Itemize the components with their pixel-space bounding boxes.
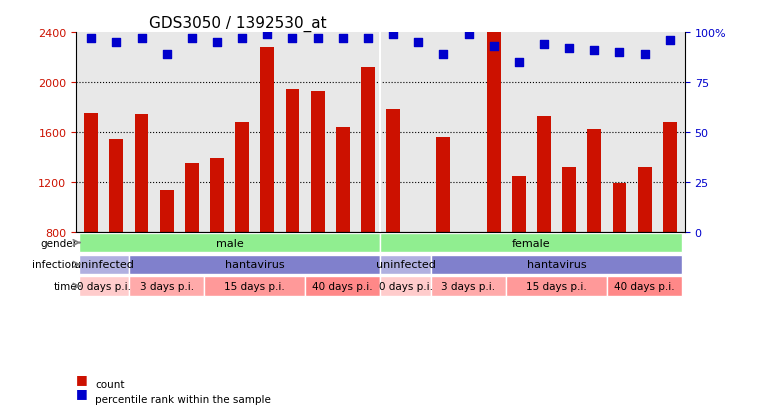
Bar — [78, 233, 380, 253]
Bar — [84, 114, 98, 232]
Bar — [185, 164, 199, 232]
Point — [412, 40, 425, 46]
Text: uninfected: uninfected — [376, 260, 435, 270]
Bar — [380, 277, 431, 296]
Bar — [562, 167, 576, 232]
Bar — [361, 68, 375, 232]
Point — [563, 46, 575, 52]
Point — [186, 36, 198, 42]
Point — [387, 32, 400, 38]
Point — [211, 40, 223, 46]
Text: 0 days p.i.: 0 days p.i. — [379, 282, 433, 292]
Bar — [663, 123, 677, 232]
Bar — [380, 255, 431, 275]
Text: female: female — [512, 238, 551, 248]
Bar — [78, 255, 129, 275]
Point — [311, 36, 323, 42]
Text: gender: gender — [40, 238, 78, 248]
Bar — [160, 191, 174, 232]
Bar — [380, 233, 683, 253]
Point — [638, 52, 651, 58]
Text: 3 days p.i.: 3 days p.i. — [139, 282, 194, 292]
Point — [110, 40, 123, 46]
Bar — [235, 123, 249, 232]
Bar — [431, 255, 683, 275]
Text: GDS3050 / 1392530_at: GDS3050 / 1392530_at — [149, 16, 326, 32]
Point — [261, 32, 273, 38]
Bar — [205, 277, 305, 296]
Text: 15 days p.i.: 15 days p.i. — [526, 282, 587, 292]
Bar — [110, 140, 123, 232]
Point — [463, 32, 475, 38]
Bar — [638, 167, 651, 232]
Bar — [78, 277, 129, 296]
Text: male: male — [215, 238, 244, 248]
Point — [488, 44, 500, 50]
Text: ■: ■ — [76, 387, 88, 399]
Text: uninfected: uninfected — [74, 260, 134, 270]
Text: 40 days p.i.: 40 days p.i. — [614, 282, 675, 292]
Text: percentile rank within the sample: percentile rank within the sample — [95, 394, 271, 404]
Bar — [537, 116, 551, 232]
Text: ■: ■ — [76, 372, 88, 385]
Bar — [129, 277, 205, 296]
Bar — [607, 277, 683, 296]
Text: count: count — [95, 379, 125, 389]
Point — [613, 50, 626, 56]
Point — [236, 36, 248, 42]
Bar — [431, 277, 506, 296]
Bar — [512, 176, 526, 232]
Bar — [462, 232, 476, 325]
Bar — [129, 255, 380, 275]
Bar — [310, 92, 324, 232]
Point — [85, 36, 97, 42]
Text: infection: infection — [32, 260, 78, 270]
Text: 3 days p.i.: 3 days p.i. — [441, 282, 495, 292]
Point — [135, 36, 148, 42]
Point — [361, 36, 374, 42]
Text: 15 days p.i.: 15 days p.i. — [224, 282, 285, 292]
Text: time: time — [54, 282, 78, 292]
Text: hantavirus: hantavirus — [527, 260, 587, 270]
Bar — [210, 159, 224, 232]
Point — [286, 36, 298, 42]
Bar — [411, 232, 425, 325]
Bar — [613, 183, 626, 232]
Text: hantavirus: hantavirus — [225, 260, 285, 270]
Bar — [587, 130, 601, 232]
Point — [664, 38, 676, 44]
Bar — [437, 138, 451, 232]
Point — [513, 59, 525, 66]
Point — [588, 47, 600, 54]
Text: 40 days p.i.: 40 days p.i. — [313, 282, 373, 292]
Bar — [260, 48, 274, 232]
Bar — [506, 277, 607, 296]
Bar — [487, 31, 501, 232]
Bar — [135, 115, 148, 232]
Bar — [285, 90, 299, 232]
Point — [438, 52, 450, 58]
Text: 0 days p.i.: 0 days p.i. — [77, 282, 131, 292]
Bar — [305, 277, 380, 296]
Point — [336, 36, 349, 42]
Point — [161, 52, 173, 58]
Bar — [386, 110, 400, 232]
Bar — [336, 128, 350, 232]
Point — [538, 42, 550, 48]
